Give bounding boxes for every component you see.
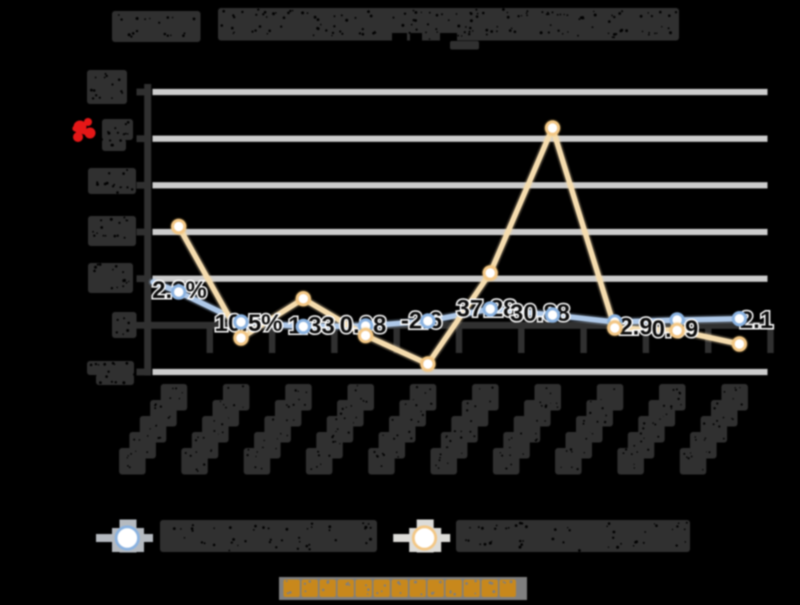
- svg-text:10.5%: 10.5%: [214, 310, 282, 337]
- svg-text:30.88: 30.88: [510, 300, 570, 327]
- svg-text:2.9: 2.9: [619, 314, 652, 341]
- svg-text:1.33: 1.33: [288, 313, 335, 340]
